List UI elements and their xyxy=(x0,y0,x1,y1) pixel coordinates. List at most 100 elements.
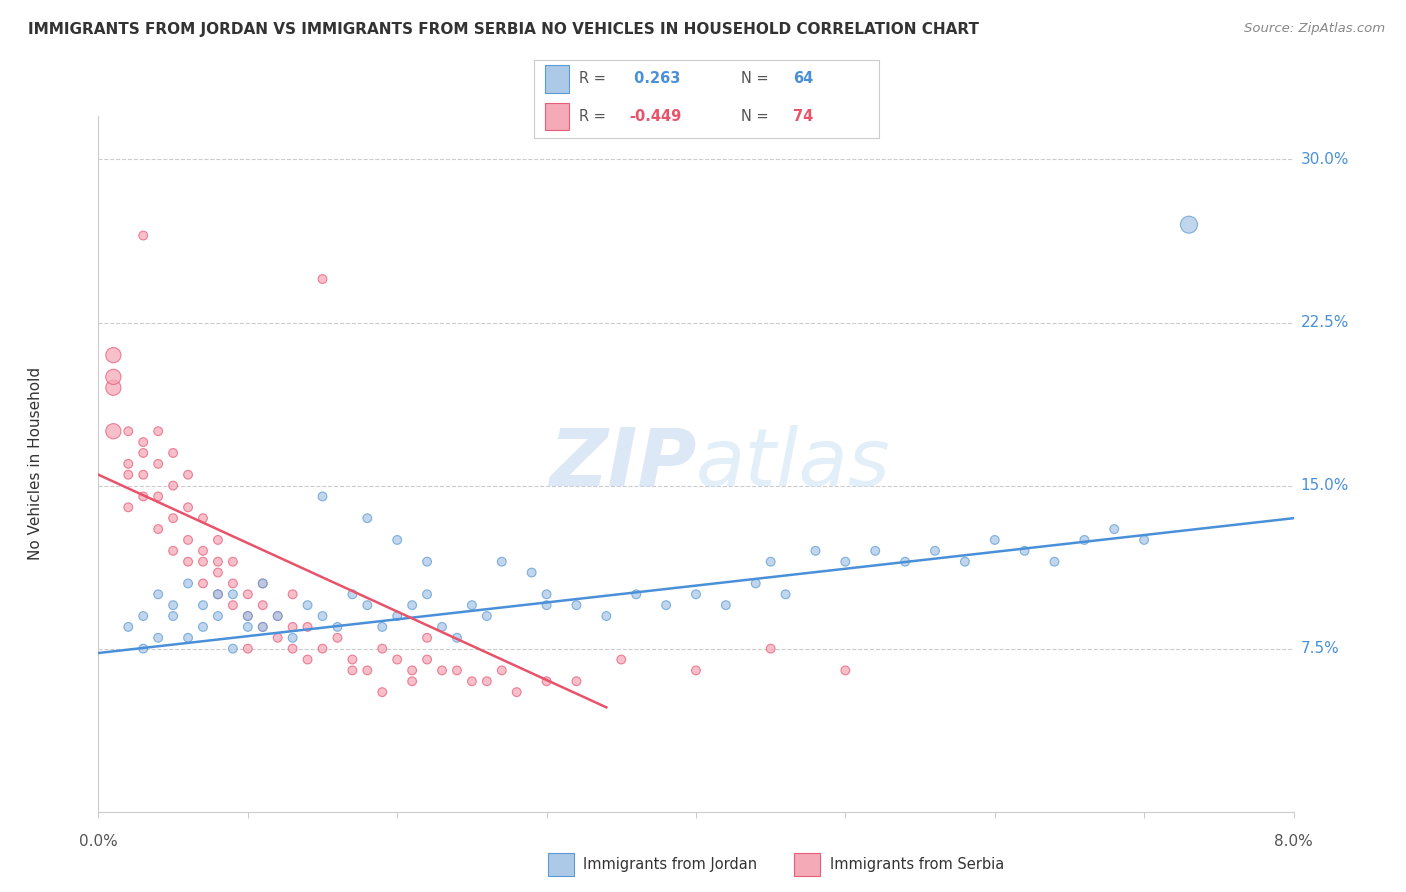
Point xyxy=(1073,533,1095,547)
Text: 30.0%: 30.0% xyxy=(1301,152,1348,167)
Point xyxy=(103,424,125,438)
Point xyxy=(894,555,917,569)
Point xyxy=(267,609,290,624)
Point xyxy=(356,511,378,525)
Point xyxy=(385,609,409,624)
Text: 8.0%: 8.0% xyxy=(1274,834,1313,849)
Point xyxy=(655,598,678,612)
Point xyxy=(117,500,139,515)
Point xyxy=(252,620,274,634)
Point xyxy=(924,544,946,558)
Point xyxy=(491,664,513,678)
Point xyxy=(685,587,707,601)
Point xyxy=(177,533,200,547)
Point xyxy=(207,555,229,569)
Point xyxy=(745,576,768,591)
Point xyxy=(342,587,364,601)
Point xyxy=(356,598,378,612)
Point xyxy=(252,576,274,591)
Point xyxy=(326,620,349,634)
Point xyxy=(624,587,647,601)
Point xyxy=(1043,555,1066,569)
Bar xyxy=(544,103,568,130)
Point xyxy=(281,631,304,645)
Point xyxy=(281,641,304,656)
Point xyxy=(117,620,139,634)
Point xyxy=(132,228,155,243)
Point xyxy=(222,555,245,569)
Text: atlas: atlas xyxy=(696,425,891,503)
Point xyxy=(430,664,453,678)
Point xyxy=(132,435,155,450)
Text: ZIP: ZIP xyxy=(548,425,696,503)
Point xyxy=(385,533,409,547)
Point xyxy=(222,641,245,656)
Point xyxy=(834,555,856,569)
Point xyxy=(191,544,214,558)
Point xyxy=(834,664,856,678)
Point xyxy=(148,631,170,645)
Point xyxy=(252,598,274,612)
Point xyxy=(222,576,245,591)
Point xyxy=(804,544,827,558)
Text: R =: R = xyxy=(579,109,606,124)
Point xyxy=(207,587,229,601)
Text: 7.5%: 7.5% xyxy=(1301,641,1340,657)
Text: N =: N = xyxy=(741,109,769,124)
Point xyxy=(520,566,543,580)
Point xyxy=(610,652,633,666)
Point xyxy=(148,490,170,504)
Point xyxy=(401,598,423,612)
Point xyxy=(759,555,782,569)
Text: Immigrants from Jordan: Immigrants from Jordan xyxy=(583,857,758,872)
Point xyxy=(371,685,394,699)
Point xyxy=(222,598,245,612)
Point xyxy=(252,576,274,591)
Text: 74: 74 xyxy=(793,109,813,124)
Point xyxy=(311,609,333,624)
Point xyxy=(267,631,290,645)
Point xyxy=(162,598,184,612)
Point xyxy=(759,641,782,656)
Point xyxy=(371,620,394,634)
Point xyxy=(475,609,498,624)
Point xyxy=(162,544,184,558)
Point xyxy=(1133,533,1156,547)
Point xyxy=(177,500,200,515)
Point xyxy=(191,555,214,569)
Point xyxy=(342,664,364,678)
Point xyxy=(191,576,214,591)
Text: 22.5%: 22.5% xyxy=(1301,315,1348,330)
Point xyxy=(148,424,170,438)
Point xyxy=(326,631,349,645)
Point xyxy=(148,457,170,471)
Point xyxy=(311,490,333,504)
Point xyxy=(177,631,200,645)
Point xyxy=(536,587,558,601)
Point xyxy=(536,598,558,612)
Point xyxy=(177,555,200,569)
Point xyxy=(117,424,139,438)
Point xyxy=(775,587,797,601)
Point xyxy=(207,533,229,547)
Point xyxy=(207,587,229,601)
Point xyxy=(162,511,184,525)
Text: Source: ZipAtlas.com: Source: ZipAtlas.com xyxy=(1244,22,1385,36)
Point xyxy=(401,674,423,689)
Point xyxy=(430,620,453,634)
Point xyxy=(117,457,139,471)
Point xyxy=(191,620,214,634)
Point xyxy=(416,555,439,569)
Point xyxy=(132,490,155,504)
Point xyxy=(371,641,394,656)
Point xyxy=(297,598,319,612)
Point xyxy=(177,576,200,591)
Point xyxy=(148,522,170,536)
Text: R =: R = xyxy=(579,71,606,87)
Point xyxy=(356,664,378,678)
Point xyxy=(461,598,484,612)
Point xyxy=(685,664,707,678)
Point xyxy=(222,587,245,601)
Point xyxy=(1102,522,1125,536)
Point xyxy=(267,609,290,624)
